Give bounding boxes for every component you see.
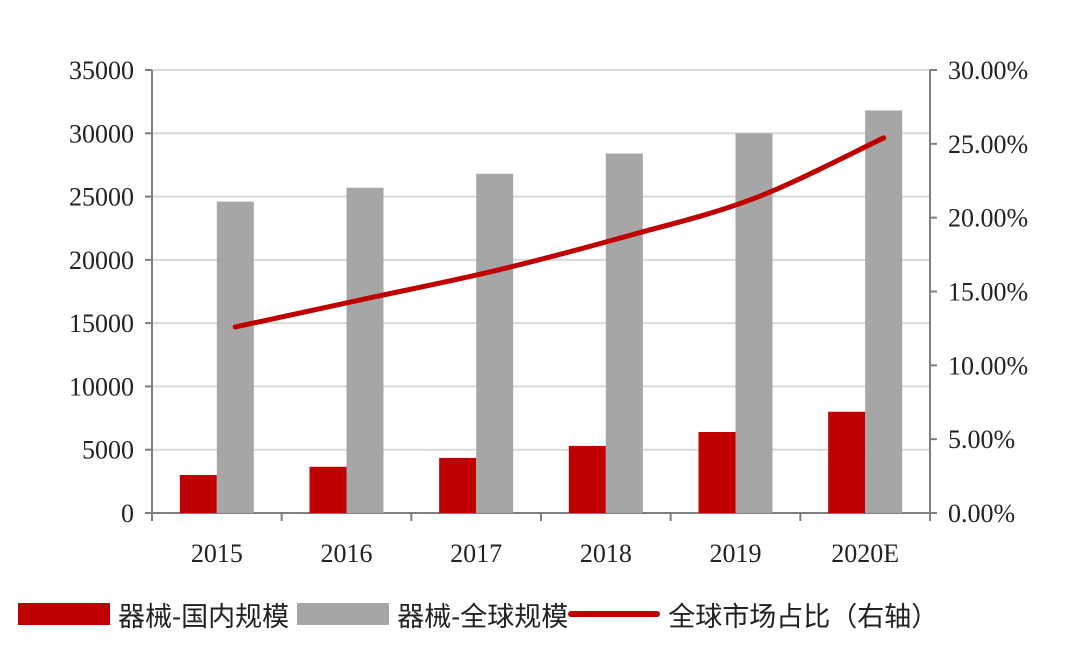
bar-domestic [439,457,477,513]
bar-global [865,110,903,513]
x-tick-label: 2019 [710,539,762,568]
bar-domestic [698,431,736,513]
y-left-tick-label: 5000 [82,436,134,465]
y-left-tick-label: 30000 [69,119,134,148]
bar-domestic [179,475,217,513]
y-left-tick-label: 15000 [69,309,134,338]
legend-item-share: 全球市场占比（右轴） [568,595,938,634]
chart-svg: 0 5000 10000 15000 20000 25000 30000 35000 0.00%… [69,56,1028,568]
y-right-tick-label: 30.00% [948,56,1028,85]
y-right-tick-label: 25.00% [948,130,1028,159]
share-point [232,324,238,330]
bar-global [216,201,254,514]
legend-swatch-share [568,611,661,617]
legend-item-global: 器械-全球规模 [297,595,568,634]
share-line [232,135,887,330]
share-point [621,234,627,240]
y-right-tick-label: 20.00% [948,204,1028,233]
x-tick-label: 2016 [321,539,373,568]
y-right-tick-label: 15.00% [948,278,1028,307]
y-right-tick-label: 5.00% [948,425,1015,454]
y-left-tick-label: 10000 [69,372,134,401]
legend: 器械-国内规模 器械-全球规模 全球市场占比（右轴） [0,592,1080,636]
y-right-tick-label: 10.00% [948,351,1028,380]
bar-domestic [828,411,866,513]
y-left-tick-label: 35000 [69,56,134,85]
legend-label-global: 器械-全球规模 [397,601,569,633]
bar-domestic [568,445,606,513]
y-left-tick-label: 0 [121,499,134,528]
legend-swatch-global [297,603,390,625]
share-point [751,195,757,201]
share-point [492,268,498,274]
legend-item-domestic: 器械-国内规模 [18,595,289,634]
bar-global [346,187,384,513]
x-tick-label: 2017 [450,539,502,568]
share-point [362,296,368,302]
bar-global [605,153,643,513]
bar-global [476,173,514,513]
bar-domestic [309,466,347,513]
legend-label-share: 全球市场占比（右轴） [668,601,939,633]
x-tick-label: 2015 [191,539,243,568]
bar-global [735,133,773,514]
y-right-tick-label: 0.00% [948,499,1015,528]
y-left-tick-label: 25000 [69,183,134,212]
y-left-tick-label: 20000 [69,246,134,275]
legend-swatch-domestic [18,603,110,625]
x-tick-label: 2018 [580,539,632,568]
share-point [881,135,887,141]
legend-label-domestic: 器械-国内规模 [118,601,290,633]
x-tick-label: 2020E [831,539,899,568]
